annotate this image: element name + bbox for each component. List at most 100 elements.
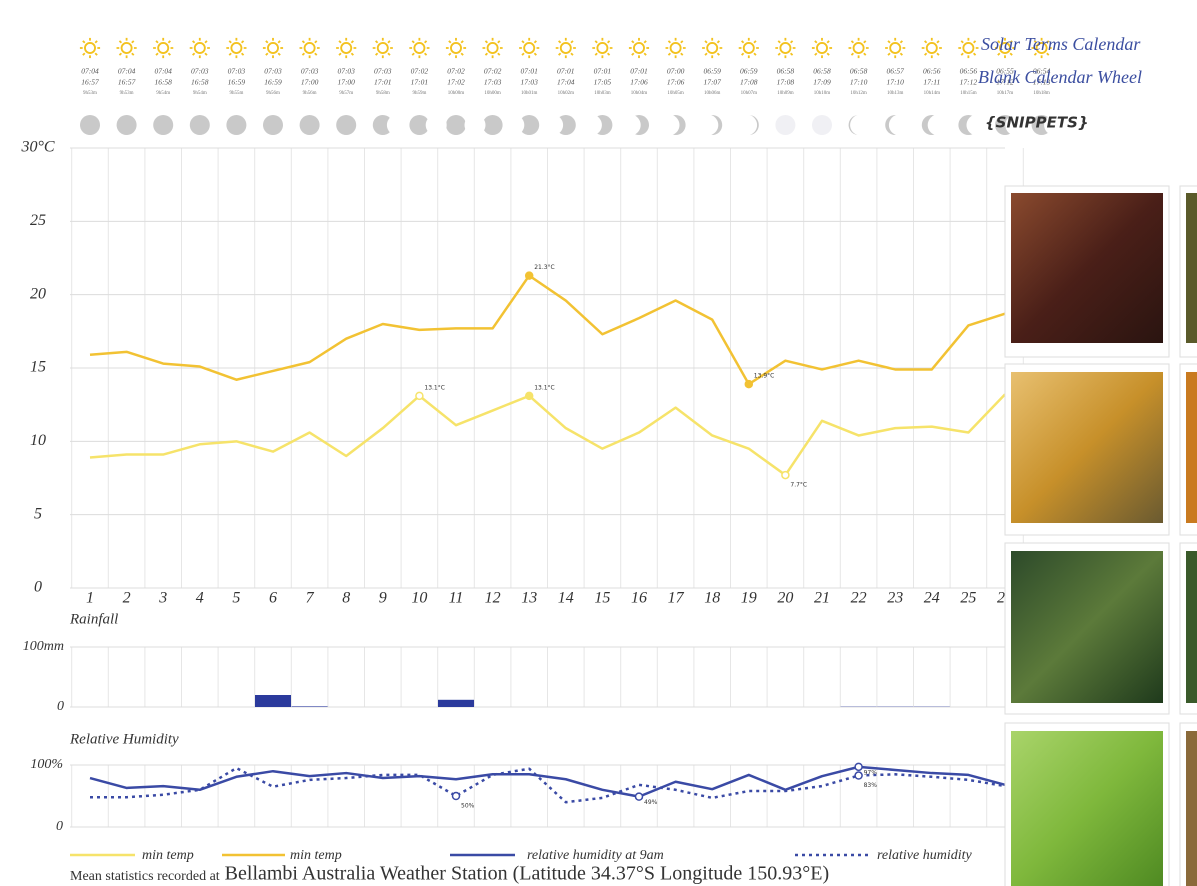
x-tick-label: 19 [741, 590, 757, 607]
sun-icon [446, 38, 466, 58]
moon [263, 115, 283, 135]
sunset: 17:03 [484, 78, 502, 87]
bar [438, 700, 474, 707]
sunrise: 07:00 [667, 67, 685, 76]
y-tick-label: 0 [34, 579, 42, 596]
x-tick-label: 10 [411, 590, 427, 607]
y-tick-label: 0 [56, 819, 63, 834]
photo[interactable] [1186, 551, 1197, 703]
day-length: 10h03m [594, 91, 611, 96]
sun-icon [373, 38, 393, 58]
x-tick-label: 5 [232, 590, 240, 607]
moon [80, 115, 100, 135]
photo[interactable] [1186, 731, 1197, 886]
sunrise: 07:03 [228, 67, 246, 76]
photo[interactable] [1186, 372, 1197, 523]
sun-icon [117, 38, 137, 58]
x-tick-label: 4 [196, 590, 204, 607]
day-length: 10h06m [704, 91, 721, 96]
day-length: 10h13m [887, 91, 904, 96]
point-marker [453, 793, 460, 800]
x-tick-label: 18 [704, 590, 720, 607]
sunset: 17:10 [850, 78, 868, 87]
moon [775, 115, 795, 135]
weather-page: 07:0416:579h53m07:0416:579h53m07:0416:58… [0, 0, 1197, 886]
moon-disc [153, 115, 173, 135]
photo[interactable] [1011, 193, 1163, 343]
sun-icon [666, 38, 686, 58]
link[interactable]: Blank Calendar Wheel [978, 67, 1142, 87]
moon [736, 115, 759, 136]
sunrise: 07:01 [557, 67, 575, 76]
x-tick-label: 3 [158, 590, 167, 607]
value-label: 13.9°C [754, 373, 775, 380]
sun-icon [190, 38, 210, 58]
sunset: 17:05 [594, 78, 612, 87]
sunset: 17:12 [960, 78, 978, 87]
moon [581, 115, 613, 136]
x-tick-label: 22 [851, 590, 867, 607]
y-tick-label: 15 [30, 359, 46, 376]
day-length: 10h00m [448, 91, 465, 96]
sun-icon [739, 38, 759, 58]
link[interactable]: Solar Terms Calendar [981, 34, 1141, 54]
day-length: 9h56m [266, 91, 280, 96]
x-tick-label: 20 [777, 590, 793, 607]
sun-icon [226, 38, 246, 58]
legend-label: relative humidity at 9am [527, 848, 664, 863]
day-length: 10h05m [667, 91, 684, 96]
legend-label: min temp [290, 848, 342, 863]
y-tick-label: 100mm [23, 639, 64, 654]
y-tick-label: 0 [57, 699, 64, 714]
sunrise: 06:58 [813, 67, 831, 76]
x-tick-label: 13 [521, 590, 537, 607]
moon [849, 115, 872, 136]
moon-disc [775, 115, 795, 135]
value-label: 83% [864, 782, 878, 789]
point-marker [745, 381, 752, 388]
sunset: 17:08 [777, 78, 795, 87]
moon-shadow [736, 115, 757, 136]
sunrise: 06:56 [923, 67, 941, 76]
sunrise: 07:04 [118, 67, 136, 76]
sun-icon [483, 38, 503, 58]
photo[interactable] [1011, 551, 1163, 703]
moon-disc [190, 115, 210, 135]
day-length: 10h02m [558, 91, 575, 96]
sunset: 17:10 [886, 78, 904, 87]
sun-icon [519, 38, 539, 58]
x-tick-label: 14 [558, 590, 574, 607]
day-length: 10h04m [631, 91, 648, 96]
sunset: 17:00 [337, 78, 355, 87]
x-tick-label: 9 [379, 590, 387, 607]
day-length: 9h58m [376, 91, 390, 96]
sun-icon [263, 38, 283, 58]
moon [300, 115, 320, 135]
moon [542, 115, 576, 136]
photo[interactable] [1011, 731, 1163, 886]
sunset: 17:07 [703, 78, 721, 87]
legend-label: min temp [142, 848, 194, 863]
photo[interactable] [1011, 372, 1163, 523]
sunset: 16:59 [228, 78, 246, 87]
charts: 07:0416:579h53m07:0416:579h53m07:0416:58… [20, 38, 1065, 885]
moon-disc [812, 115, 832, 135]
sunrise: 07:01 [630, 67, 648, 76]
sunset: 17:09 [813, 78, 831, 87]
sunrise: 06:58 [777, 67, 795, 76]
moon-shadow [503, 115, 524, 136]
moon [426, 115, 466, 136]
photo[interactable] [1186, 193, 1197, 343]
day-length: 10h18m [1033, 91, 1050, 96]
x-tick-label: 23 [887, 590, 903, 607]
moon [153, 115, 173, 135]
point-marker [855, 772, 862, 779]
x-tick-label: 21 [814, 590, 830, 607]
value-label: 49% [644, 799, 658, 806]
day-length: 10h10m [814, 91, 831, 96]
y-tick-label: 25 [30, 212, 46, 229]
x-tick-label: 24 [924, 590, 940, 607]
moon [620, 115, 649, 136]
sun-icon [300, 38, 320, 58]
sunset: 17:04 [557, 78, 575, 87]
